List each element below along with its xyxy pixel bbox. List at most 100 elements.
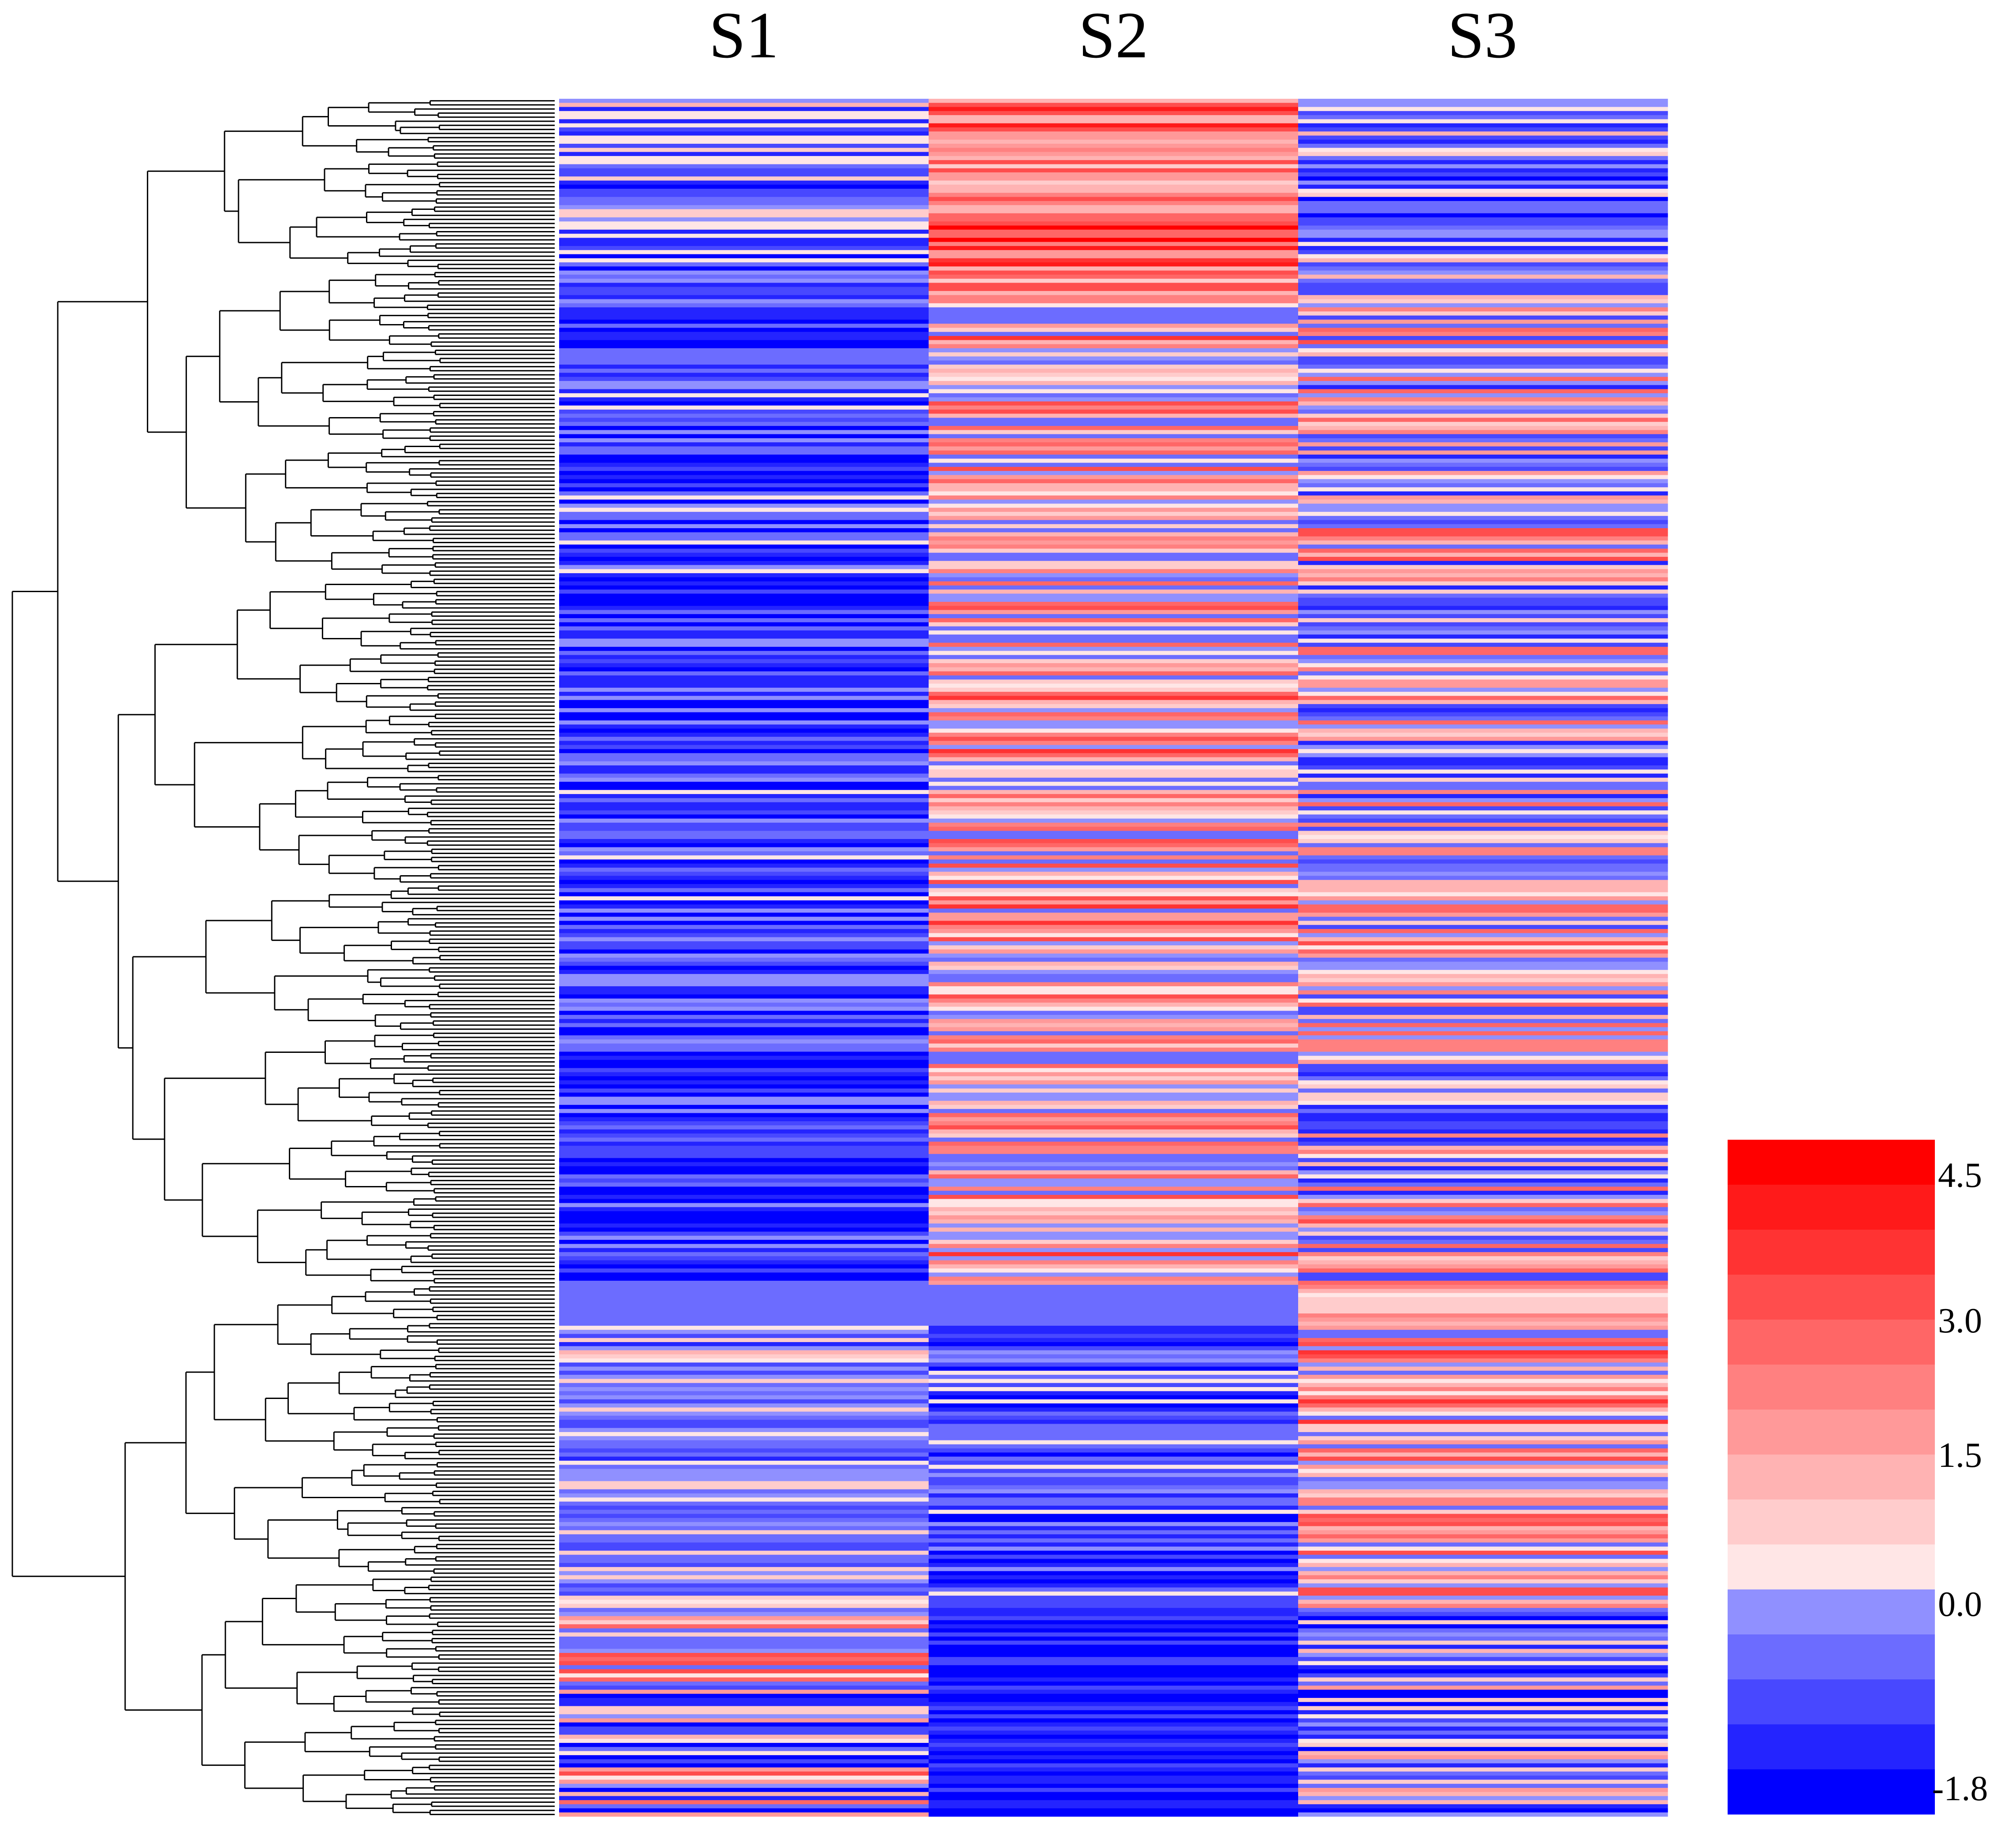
heatmap-cell [1298, 1211, 1668, 1216]
heatmap-cell [929, 1088, 1299, 1093]
heatmap-cell [929, 1325, 1299, 1330]
heatmap-cell [929, 945, 1299, 950]
heatmap-cell [1298, 364, 1668, 369]
heatmap-cell [1298, 385, 1668, 390]
heatmap-cell [1298, 131, 1668, 136]
heatmap-cell [1298, 941, 1668, 946]
heatmap-cell [1298, 732, 1668, 737]
heatmap-cell [1298, 1702, 1668, 1706]
heatmap-cell [1298, 189, 1668, 193]
heatmap-cell [1298, 491, 1668, 496]
heatmap-cell [1298, 434, 1668, 439]
heatmap-cell [1298, 328, 1668, 332]
heatmap-cell [559, 937, 929, 942]
heatmap-cell [1298, 945, 1668, 950]
heatmap-cell [929, 769, 1299, 774]
heatmap-cell [559, 270, 929, 275]
heatmap-cell [559, 139, 929, 144]
heatmap-cell [929, 798, 1299, 802]
heatmap-cell [559, 1395, 929, 1400]
heatmap-cell [1298, 1223, 1668, 1228]
heatmap-cell [559, 421, 929, 426]
heatmap-cell [929, 1178, 1299, 1183]
heatmap-cell [929, 319, 1299, 324]
heatmap-cell [559, 430, 929, 435]
heatmap-cell [559, 450, 929, 455]
heatmap-cell [929, 696, 1299, 700]
heatmap-cell [929, 1645, 1299, 1649]
heatmap-cell [559, 483, 929, 488]
heatmap-cell [929, 1387, 1299, 1391]
heatmap-cell [559, 782, 929, 786]
heatmap-cell [1298, 1383, 1668, 1388]
heatmap-cell [559, 716, 929, 721]
heatmap-cell [929, 724, 1299, 729]
heatmap-cell [559, 569, 929, 574]
heatmap-cell [929, 1538, 1299, 1543]
heatmap-cell [1298, 1019, 1668, 1023]
heatmap-cell [929, 1722, 1299, 1727]
heatmap-cell [929, 1452, 1299, 1457]
heatmap-cell [929, 1652, 1299, 1657]
heatmap-cell [559, 663, 929, 668]
heatmap-cell [559, 1481, 929, 1486]
heatmap-cell [1298, 1510, 1668, 1514]
heatmap-cell [1298, 692, 1668, 696]
heatmap-cell [929, 843, 1299, 847]
heatmap-cell [1298, 1366, 1668, 1371]
heatmap-cell [1298, 704, 1668, 709]
heatmap-cell [1298, 1583, 1668, 1588]
heatmap-cell [929, 667, 1299, 672]
heatmap-cell [929, 606, 1299, 610]
heatmap-cell [1298, 1182, 1668, 1187]
heatmap-cell [929, 990, 1299, 995]
heatmap-cell [1298, 344, 1668, 349]
heatmap-cell [1298, 798, 1668, 802]
heatmap-cell [559, 1755, 929, 1760]
heatmap-cell [929, 144, 1299, 148]
heatmap-cell [929, 1379, 1299, 1384]
heatmap-cell [1298, 1362, 1668, 1367]
heatmap-cell [1298, 1714, 1668, 1719]
heatmap-cell [1298, 459, 1668, 463]
heatmap-cell [929, 1624, 1299, 1629]
heatmap-cell [929, 1285, 1299, 1289]
heatmap-cell [1298, 1391, 1668, 1395]
heatmap-cell [929, 1579, 1299, 1584]
heatmap-cell [559, 1771, 929, 1776]
heatmap-cell [1298, 504, 1668, 508]
heatmap-cell [929, 328, 1299, 332]
heatmap-cell [929, 1481, 1299, 1486]
heatmap-cell [929, 773, 1299, 778]
heatmap-cell [1298, 483, 1668, 488]
heatmap-cell [1298, 1497, 1668, 1502]
heatmap-cell [929, 528, 1299, 533]
heatmap-cell [559, 229, 929, 234]
heatmap-cell [1298, 937, 1668, 942]
heatmap-cell [929, 1162, 1299, 1167]
heatmap-cell [559, 888, 929, 892]
heatmap-cell [559, 1706, 929, 1711]
heatmap-cell [1298, 270, 1668, 275]
heatmap-cell [1298, 966, 1668, 970]
heatmap-cell [929, 1604, 1299, 1608]
heatmap-cell [559, 1783, 929, 1788]
heatmap-cell [1298, 1776, 1668, 1780]
heatmap-cell [1298, 777, 1668, 782]
heatmap-cell [929, 712, 1299, 717]
heatmap-cell [1298, 1023, 1668, 1028]
heatmap-cell [1298, 986, 1668, 991]
heatmap-cell [559, 213, 929, 218]
heatmap-cell [1298, 1141, 1668, 1146]
heatmap-cell [559, 1587, 929, 1592]
heatmap-cell [929, 172, 1299, 177]
heatmap-cell [559, 225, 929, 230]
heatmap-cell [929, 700, 1299, 705]
heatmap-cell [559, 618, 929, 623]
heatmap-cell [1298, 994, 1668, 999]
heatmap-cell [559, 974, 929, 978]
heatmap-cell [1298, 655, 1668, 660]
heatmap-cell [559, 1697, 929, 1702]
heatmap-cell [929, 1526, 1299, 1531]
heatmap-cell [929, 1031, 1299, 1036]
